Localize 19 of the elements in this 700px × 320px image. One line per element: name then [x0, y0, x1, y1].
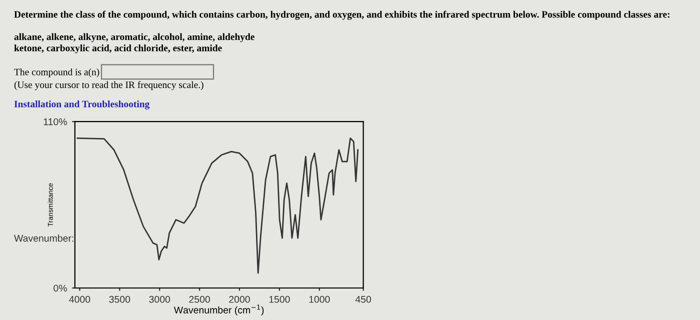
text: The compound is a(n): [14, 68, 100, 78]
x-tick-label: 1000: [309, 296, 330, 303]
x-tick-label: 2000: [229, 296, 250, 303]
text: ketone, carboxylic acid, acid chloride, ester, amide: [14, 44, 222, 54]
y-tick-label: 0%: [54, 284, 67, 292]
text: Installation and Troubleshooting: [14, 100, 150, 110]
x-tick-label: 3000: [149, 296, 170, 303]
x-axis-title: Wavenumber (cm$^{−1}$): [174, 304, 264, 316]
text: (Use your cursor to read the IR frequency scale.): [14, 81, 204, 90]
x-tick-label: 1500: [269, 296, 290, 303]
x-tick-label: 2500: [189, 296, 210, 303]
line-series: [76, 138, 359, 274]
x-tick-label: 4000: [69, 296, 90, 303]
text: alkane, alkene, alkyne, aromatic, alcohol, amine, aldehyde: [14, 33, 254, 42]
x-tick-label: 450: [355, 296, 372, 303]
x-tick-label: 3500: [109, 296, 130, 303]
y-tick-label: 110%: [44, 118, 67, 126]
text: Determine the class of the compound, which contains carbon, hydrogen, and oxygen, and exhibits the infrared spectrum below. Possible compound classes are:: [14, 10, 670, 20]
text: Wavenumber:: [14, 234, 74, 242]
